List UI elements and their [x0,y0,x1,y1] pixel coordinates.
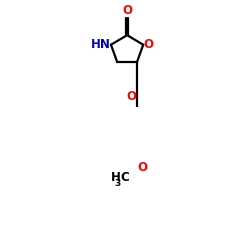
Text: O: O [126,90,136,103]
Text: C: C [121,171,130,184]
Text: H: H [111,171,121,184]
Text: 3: 3 [114,179,121,188]
Text: O: O [138,161,147,174]
Text: O: O [122,4,132,17]
Text: HN: HN [90,38,110,51]
Text: O: O [144,38,154,51]
